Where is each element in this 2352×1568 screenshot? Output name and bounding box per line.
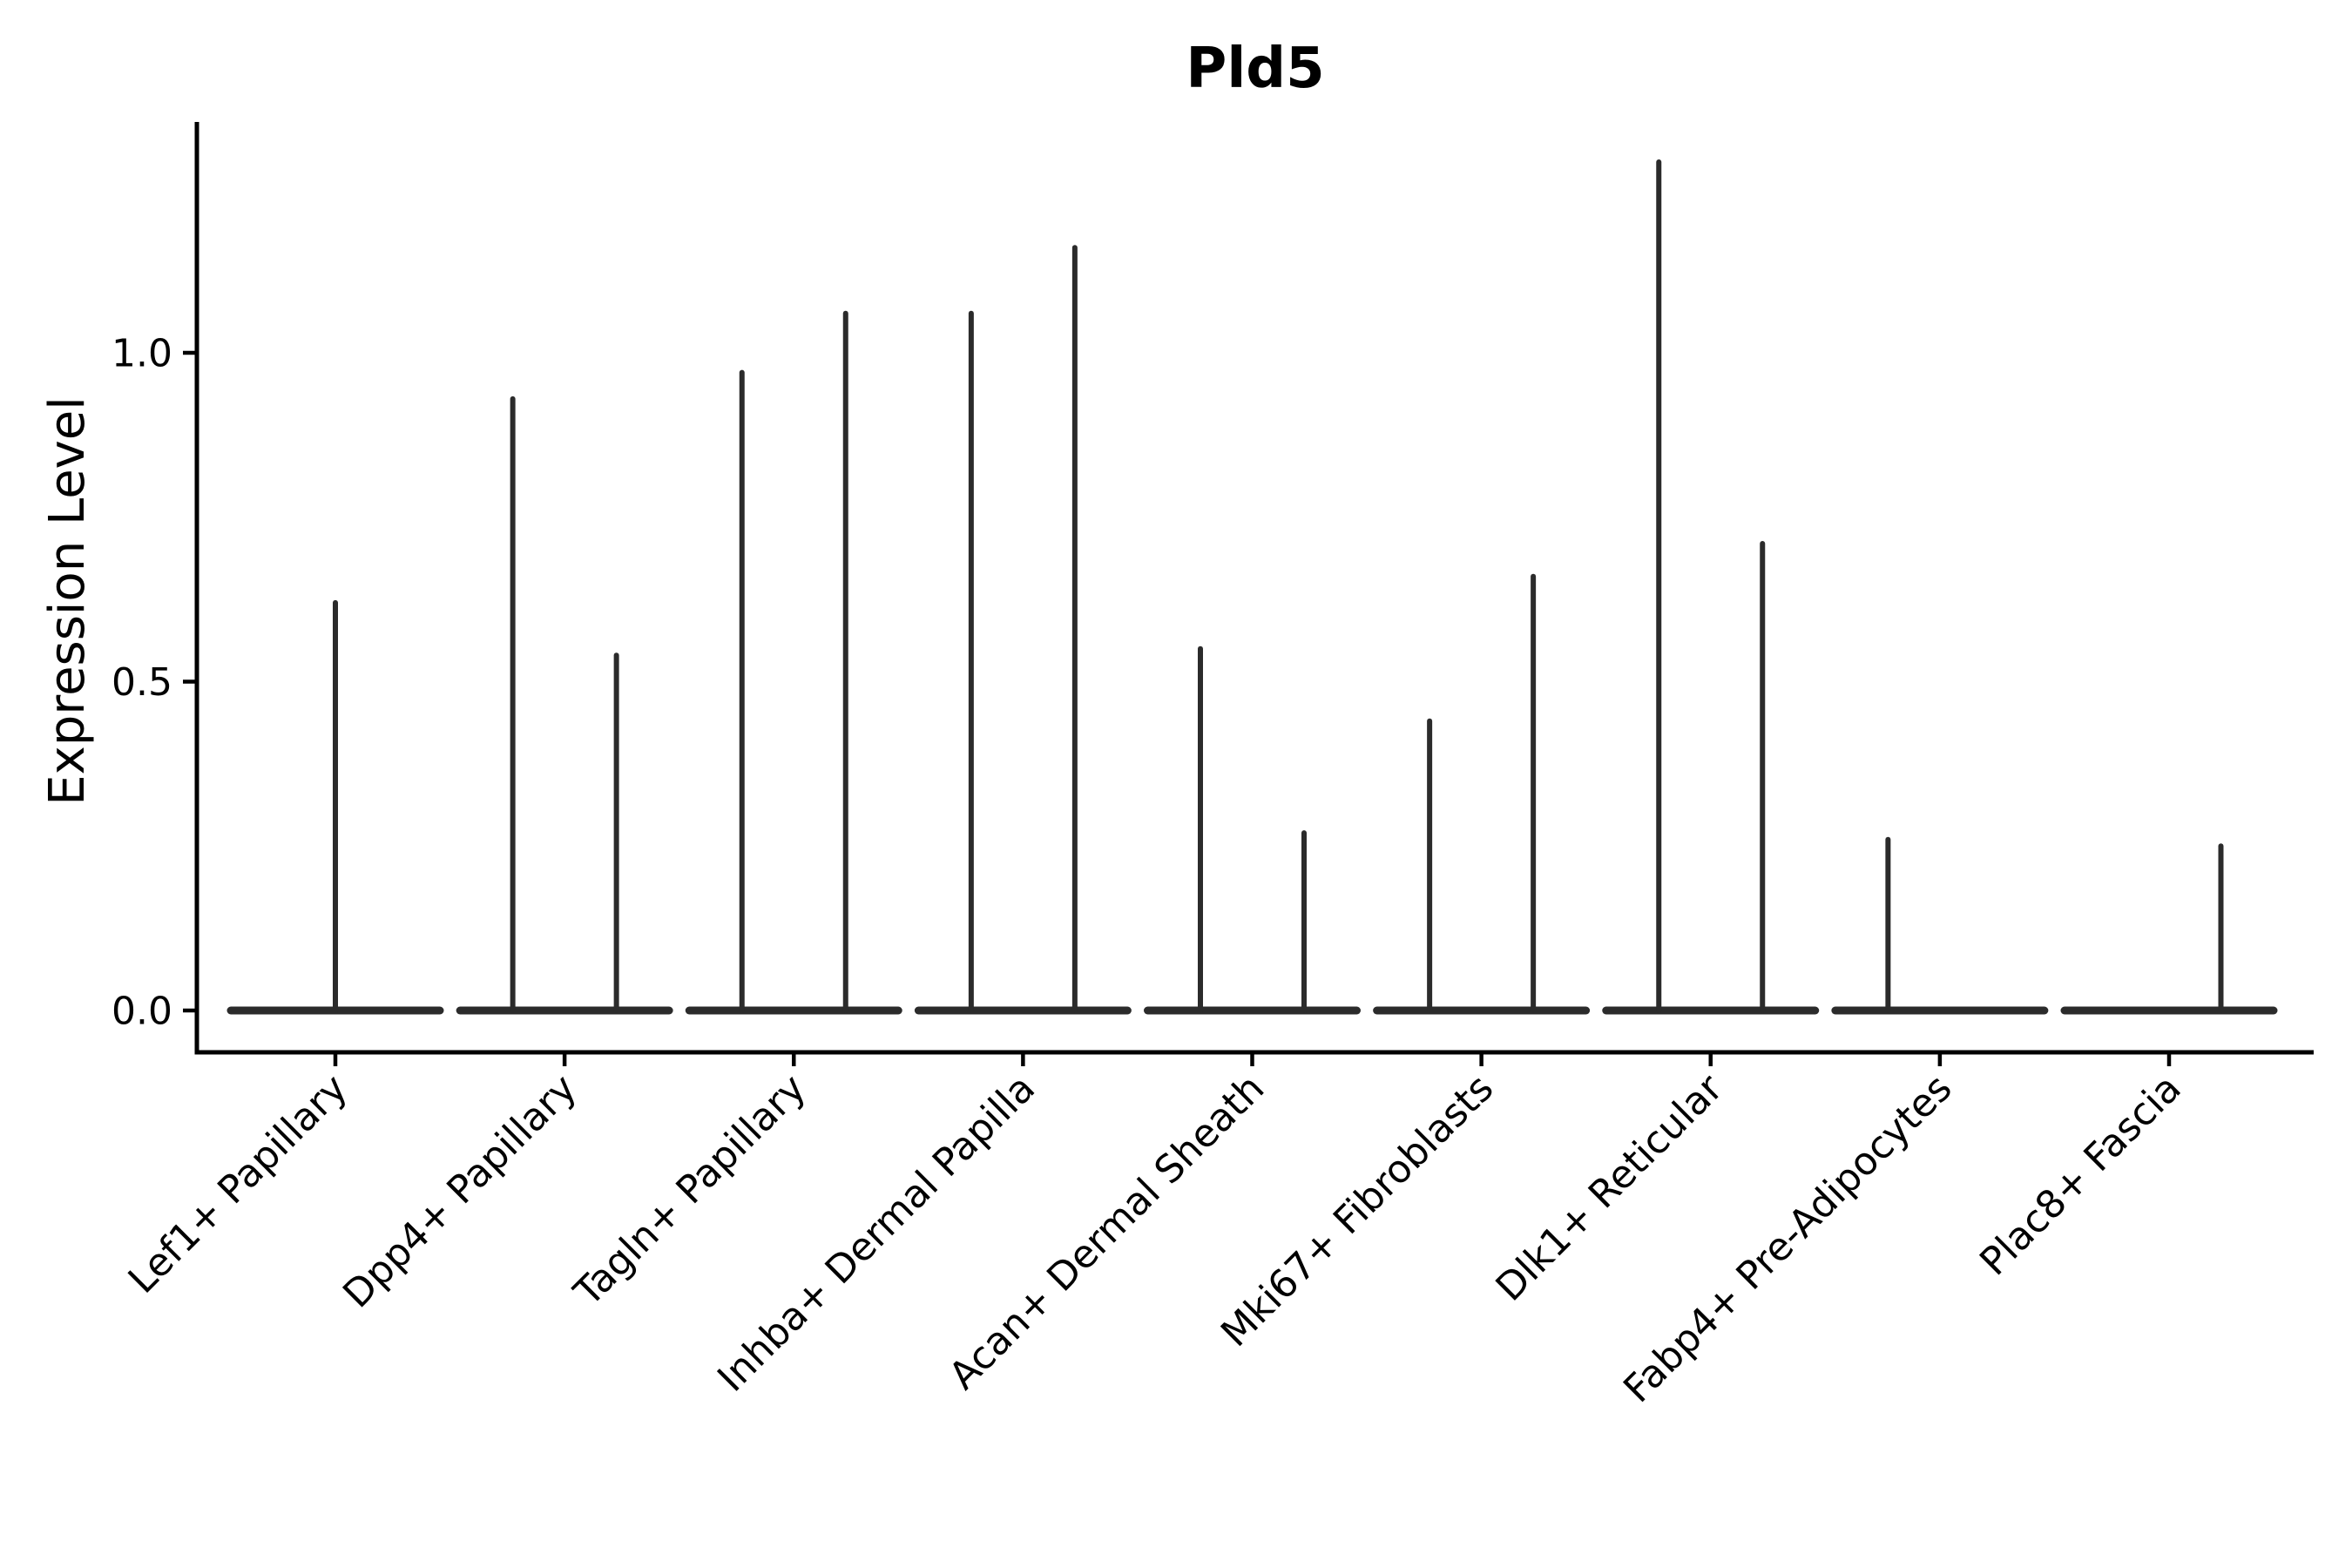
x-tick-label: Tagln+ Papillary — [565, 1066, 814, 1315]
x-tick-label: Dpp4+ Papillary — [335, 1066, 585, 1317]
y-tick-label: 0.5 — [112, 660, 172, 705]
y-tick-label: 0.0 — [112, 989, 172, 1033]
x-tick-label: Lef1+ Papillary — [120, 1066, 356, 1302]
chart-title: Pld5 — [1186, 37, 1324, 101]
x-tick-label: Dlk1+ Reticular — [1488, 1065, 1733, 1310]
x-tick-label: Plac8+ Fascia — [1971, 1066, 2190, 1285]
y-tick-label: 1.0 — [112, 331, 172, 375]
y-axis-label: Expression Level — [39, 396, 96, 806]
